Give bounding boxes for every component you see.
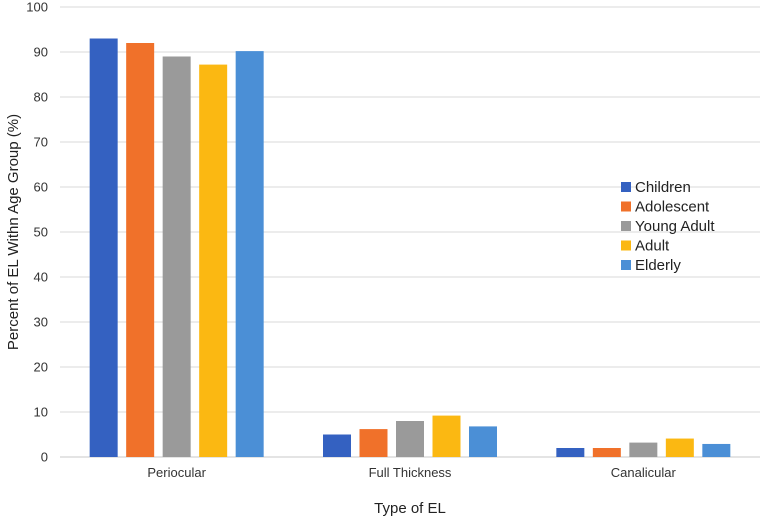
legend-swatch (621, 240, 631, 251)
legend-label: Elderly (635, 257, 681, 274)
bar-2-4 (702, 443, 731, 457)
y-tick-label: 50 (34, 225, 48, 240)
legend-swatch (621, 221, 631, 231)
bar-2-2 (629, 442, 658, 457)
legend-label: Young Adult (635, 218, 715, 235)
bar-1-4 (469, 426, 497, 457)
y-tick-label: 60 (34, 180, 48, 195)
legend-swatch (621, 182, 631, 192)
bar-2-0 (556, 448, 585, 457)
y-tick-label: 0 (41, 450, 48, 465)
bar-1-2 (396, 421, 424, 457)
y-tick-label: 100 (26, 0, 48, 15)
x-tick-label: Canalicular (611, 465, 677, 480)
bar-0-2 (162, 56, 191, 457)
bar-0-0 (89, 38, 118, 457)
legend-label: Adolescent (635, 199, 710, 216)
y-axis-title: Percent of EL Withn Age Group (%) (5, 114, 22, 350)
bar-0-1 (126, 43, 155, 457)
y-tick-label: 10 (34, 405, 48, 420)
y-tick-label: 20 (34, 360, 48, 375)
legend: Children Adolescent Young Adult Adult Elderl… (621, 179, 715, 274)
y-tick-label: 40 (34, 270, 48, 285)
y-tick-label: 70 (34, 135, 48, 150)
y-tick-label: 80 (34, 90, 48, 105)
x-tick-label: Periocular (147, 465, 206, 480)
legend-label: Adult (635, 238, 670, 255)
legend-label: Children (635, 179, 691, 196)
bar-0-4 (235, 51, 264, 457)
y-tick-label: 90 (34, 45, 48, 60)
x-axis-title: Type of EL (374, 500, 446, 517)
legend-swatch (621, 201, 631, 212)
bar-2-3 (665, 438, 694, 457)
bar-0-3 (199, 64, 228, 457)
y-axis-ticks: 0 10 20 30 40 50 60 70 80 90 100 (26, 0, 48, 465)
bar-1-1 (359, 429, 388, 457)
bars (89, 38, 731, 457)
bar-1-0 (323, 434, 351, 457)
x-axis-ticks: Periocular Full Thickness Canalicular (147, 465, 676, 480)
x-tick-label: Full Thickness (369, 465, 452, 480)
legend-swatch (621, 260, 631, 270)
y-tick-label: 30 (34, 315, 48, 330)
bar-2-1 (592, 448, 621, 457)
bar-1-3 (432, 415, 461, 457)
